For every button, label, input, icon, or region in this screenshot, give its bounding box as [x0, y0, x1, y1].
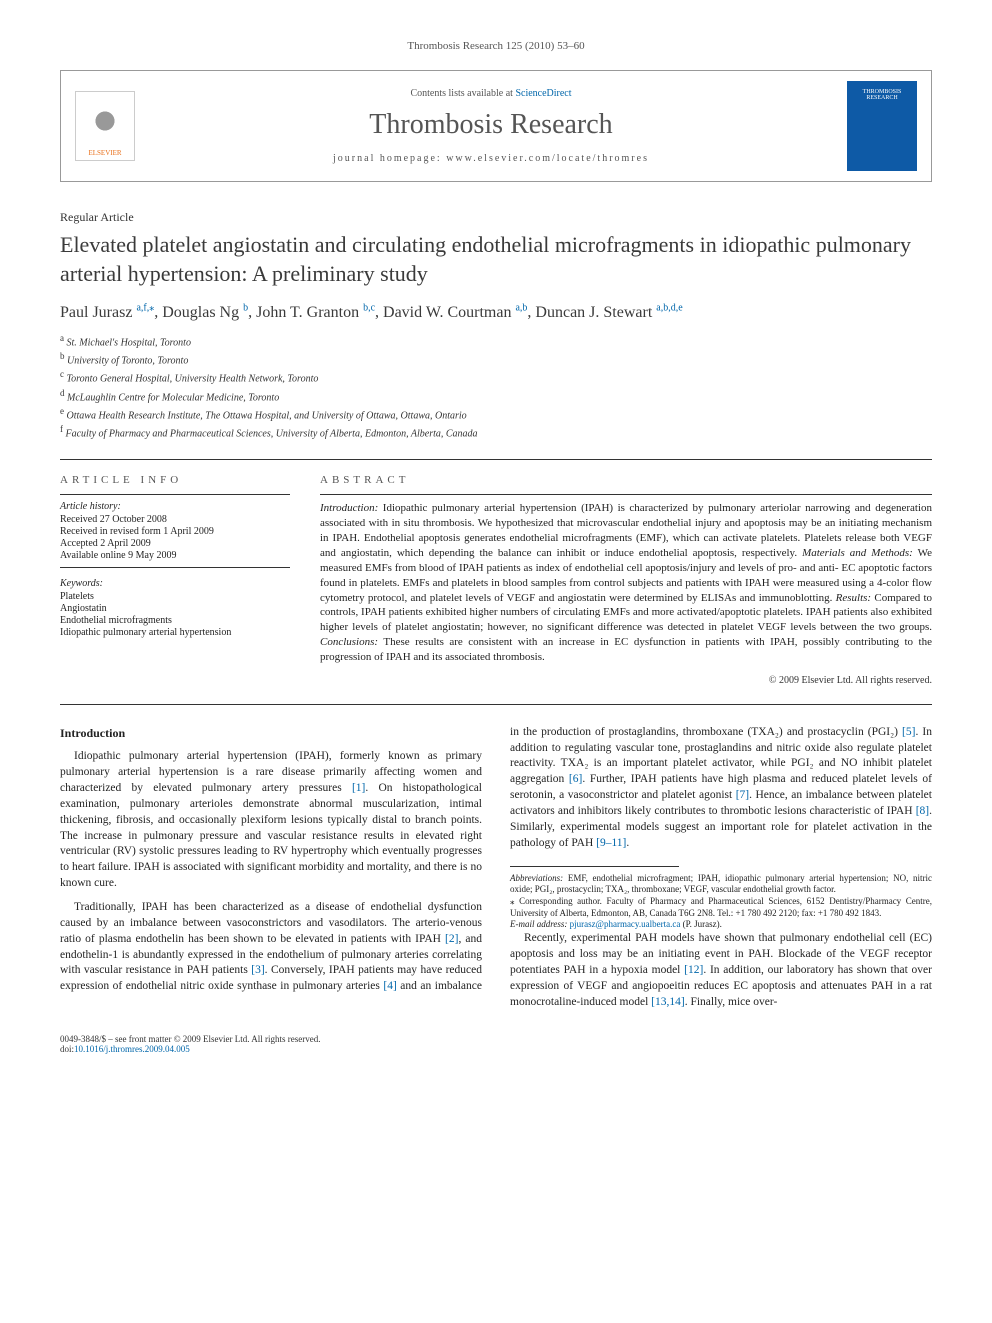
abstract-conclusions: These results are consistent with an inc…	[320, 636, 932, 663]
footnote-email: E-mail address: pjurasz@pharmacy.ualbert…	[510, 919, 932, 931]
footnotes: Abbreviations: EMF, endothelial microfra…	[510, 873, 932, 931]
author: John T. Granton b,c	[256, 304, 375, 321]
author: Douglas Ng b	[162, 304, 248, 321]
journal-cover-thumbnail: THROMBOSIS RESEARCH	[847, 81, 917, 171]
contents-prefix: Contents lists available at	[410, 88, 515, 99]
divider	[60, 459, 932, 460]
contents-line: Contents lists available at ScienceDirec…	[135, 88, 847, 99]
history-label: Article history:	[60, 501, 290, 512]
info-abstract-row: ARTICLE INFO Article history: Received 2…	[60, 474, 932, 685]
abstract-methods-label: Materials and Methods:	[802, 547, 913, 559]
divider	[320, 494, 932, 495]
abstract-results-label: Results:	[836, 592, 871, 604]
keyword: Angiostatin	[60, 603, 290, 614]
sciencedirect-link[interactable]: ScienceDirect	[515, 88, 571, 99]
affiliation: f Faculty of Pharmacy and Pharmaceutical…	[60, 423, 932, 441]
elsevier-logo: ELSEVIER	[75, 91, 135, 161]
affiliations: a St. Michael's Hospital, Toronto b Univ…	[60, 332, 932, 442]
journal-header: ELSEVIER Contents lists available at Sci…	[60, 70, 932, 182]
email-link[interactable]: pjurasz@pharmacy.ualberta.ca	[570, 919, 681, 929]
footnote-rule	[510, 866, 679, 867]
journal-homepage: journal homepage: www.elsevier.com/locat…	[135, 153, 847, 164]
keywords-label: Keywords:	[60, 578, 290, 589]
header-center: Contents lists available at ScienceDirec…	[135, 88, 847, 164]
article-title: Elevated platelet angiostatin and circul…	[60, 231, 932, 288]
affiliation: a St. Michael's Hospital, Toronto	[60, 332, 932, 350]
history-line: Received in revised form 1 April 2009	[60, 526, 290, 537]
abstract-heading: ABSTRACT	[320, 474, 932, 486]
article-info-heading: ARTICLE INFO	[60, 474, 290, 486]
footer-left: 0049-3848/$ – see front matter © 2009 El…	[60, 1034, 321, 1054]
divider	[60, 494, 290, 495]
affiliation: e Ottawa Health Research Institute, The …	[60, 405, 932, 423]
doi-link[interactable]: 10.1016/j.thromres.2009.04.005	[74, 1044, 190, 1054]
affiliation: d McLaughlin Centre for Molecular Medici…	[60, 387, 932, 405]
body-paragraph: Recently, experimental PAH models have s…	[510, 931, 932, 1010]
section-heading-introduction: Introduction	[60, 725, 482, 742]
article-body: Introduction Idiopathic pulmonary arteri…	[60, 725, 932, 1011]
abstract-text: Introduction: Idiopathic pulmonary arter…	[320, 501, 932, 664]
history-line: Received 27 October 2008	[60, 514, 290, 525]
footnote-corresponding: ⁎ Corresponding author. Faculty of Pharm…	[510, 896, 932, 919]
keyword: Endothelial microfragments	[60, 615, 290, 626]
keyword: Idiopathic pulmonary arterial hypertensi…	[60, 627, 290, 638]
author: Paul Jurasz a,f,⁎	[60, 304, 154, 321]
author: David W. Courtman a,b	[383, 304, 527, 321]
author-list: Paul Jurasz a,f,⁎, Douglas Ng b, John T.…	[60, 302, 932, 321]
abstract-intro-label: Introduction:	[320, 502, 378, 514]
affiliation: b University of Toronto, Toronto	[60, 350, 932, 368]
elsevier-label: ELSEVIER	[88, 149, 121, 157]
history-line: Available online 9 May 2009	[60, 550, 290, 561]
history-line: Accepted 2 April 2009	[60, 538, 290, 549]
divider	[60, 704, 932, 705]
body-paragraph: Idiopathic pulmonary arterial hypertensi…	[60, 749, 482, 892]
abstract-conclusions-label: Conclusions:	[320, 636, 378, 648]
footnote-abbreviations: Abbreviations: EMF, endothelial microfra…	[510, 873, 932, 896]
elsevier-tree-icon	[85, 105, 125, 145]
affiliation: c Toronto General Hospital, University H…	[60, 368, 932, 386]
article-type: Regular Article	[60, 210, 932, 225]
divider	[60, 567, 290, 568]
page-footer: 0049-3848/$ – see front matter © 2009 El…	[60, 1034, 932, 1054]
corresponding-mark: ⁎	[149, 302, 154, 313]
keyword: Platelets	[60, 591, 290, 602]
abstract-box: ABSTRACT Introduction: Idiopathic pulmon…	[320, 474, 932, 685]
cover-label: THROMBOSIS RESEARCH	[847, 89, 917, 101]
journal-reference: Thrombosis Research 125 (2010) 53–60	[60, 40, 932, 52]
article-info-box: ARTICLE INFO Article history: Received 2…	[60, 474, 290, 685]
author: Duncan J. Stewart a,b,d,e	[535, 304, 682, 321]
journal-title: Thrombosis Research	[135, 109, 847, 141]
abstract-copyright: © 2009 Elsevier Ltd. All rights reserved…	[320, 675, 932, 686]
